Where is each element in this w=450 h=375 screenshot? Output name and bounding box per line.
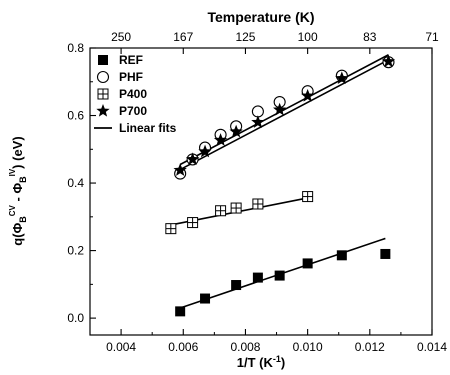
legend-label-phf: PHF xyxy=(119,70,143,84)
y-tick-label: 0.6 xyxy=(67,109,84,123)
point-p700 xyxy=(300,88,315,102)
point-p700 xyxy=(173,163,187,176)
y-tick-label: 0.0 xyxy=(67,311,84,325)
point-ref xyxy=(200,293,211,304)
point-p700 xyxy=(198,144,212,158)
legend-marker-p400 xyxy=(97,88,109,100)
legend-label-p700: P700 xyxy=(119,104,147,118)
point-ref xyxy=(302,258,313,269)
x-tick-label: 0.006 xyxy=(168,340,198,354)
y-axis-label-sup1: CV xyxy=(8,204,17,216)
point-p700 xyxy=(251,115,265,128)
legend-label-ref: REF xyxy=(119,53,143,67)
top-tick-label: 100 xyxy=(298,30,318,44)
point-p700 xyxy=(213,133,228,146)
y-axis-label: q(ΦBCV - ΦBIV) (eV) xyxy=(8,136,28,245)
point-p700 xyxy=(273,102,287,116)
point-ref xyxy=(175,306,186,317)
top-tick-label: 125 xyxy=(235,30,255,44)
top-tick-label: 167 xyxy=(173,30,193,44)
data-markers xyxy=(165,54,396,317)
point-ref xyxy=(274,270,285,281)
x-axis-label: 1/T (K-1) xyxy=(237,354,285,370)
legend-marker-ref xyxy=(98,55,108,65)
top-tick-label: 83 xyxy=(363,30,377,44)
y-axis-label-sub1: B xyxy=(18,216,28,223)
y-tick-label: 0.8 xyxy=(67,41,84,55)
y-tick-label: 0.4 xyxy=(67,176,84,190)
fit-line xyxy=(179,54,389,166)
x-axis-label-main: 1/T (K xyxy=(237,355,274,370)
y-axis-label-sub2: B xyxy=(18,176,28,183)
x-axis-label-end: ) xyxy=(281,355,285,370)
legend-marker-p700 xyxy=(96,104,110,117)
fit-line xyxy=(179,59,389,171)
axis-ticks: 0.004 0.006 0.008 0.010 0.012 0.014 0.0 0.2 0.4 0… xyxy=(67,30,447,354)
point-ref xyxy=(380,248,391,259)
legend: REF PHF P400 P700 Linear fits xyxy=(94,53,177,135)
top-tick-label: 71 xyxy=(425,30,439,44)
y-axis-label-sup2: IV xyxy=(8,168,17,176)
plot-frame xyxy=(89,47,433,336)
y-tick-label: 0.2 xyxy=(67,244,84,258)
point-p700 xyxy=(185,152,200,166)
point-ref xyxy=(231,280,242,291)
point-p400 xyxy=(187,217,199,229)
legend-label-p400: P400 xyxy=(119,87,147,101)
top-axis-label: Temperature (K) xyxy=(207,9,314,25)
point-p400 xyxy=(165,223,177,235)
point-p400 xyxy=(252,198,264,210)
x-tick-label: 0.010 xyxy=(293,340,323,354)
point-p400 xyxy=(215,205,227,217)
x-tick-label: 0.008 xyxy=(230,340,260,354)
point-p700 xyxy=(229,124,243,138)
point-p700 xyxy=(381,54,396,68)
point-p400 xyxy=(230,202,242,214)
y-axis-label-lead: q(Φ xyxy=(10,222,25,245)
x-axis-label-sup: -1 xyxy=(273,354,281,364)
top-tick-label: 250 xyxy=(111,30,131,44)
legend-marker-phf xyxy=(96,70,110,84)
x-tick-label: 0.004 xyxy=(106,340,136,354)
y-axis-label-mid: - Φ xyxy=(10,183,25,206)
x-tick-label: 0.012 xyxy=(355,340,385,354)
y-axis-label-tail: ) (eV) xyxy=(10,136,25,169)
x-tick-label: 0.014 xyxy=(417,340,447,354)
point-ref xyxy=(252,272,263,283)
point-ref xyxy=(336,250,347,261)
legend-label-fit: Linear fits xyxy=(119,121,177,135)
point-p700 xyxy=(335,71,349,85)
point-p400 xyxy=(302,191,314,203)
